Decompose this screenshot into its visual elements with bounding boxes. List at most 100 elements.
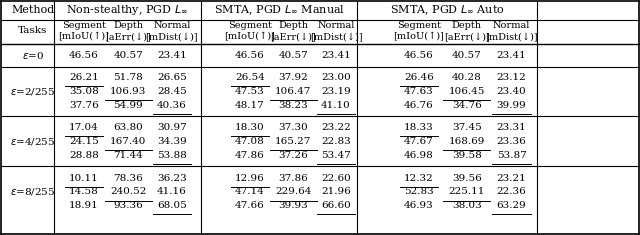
Text: 47.53: 47.53 [235,87,264,96]
Text: 26.46: 26.46 [404,73,434,82]
Text: 63.29: 63.29 [497,201,527,210]
Text: 22.83: 22.83 [321,137,351,146]
Text: 51.78: 51.78 [113,73,143,82]
Text: Depth
[aErr(↓)]: Depth [aErr(↓)] [444,21,490,41]
Text: 41.10: 41.10 [321,101,351,110]
Text: 23.22: 23.22 [321,123,351,132]
Text: 78.36: 78.36 [113,174,143,183]
Text: 23.36: 23.36 [497,137,527,146]
Text: 46.56: 46.56 [235,51,264,60]
Text: 12.96: 12.96 [235,174,264,183]
Text: $\epsilon$=0: $\epsilon$=0 [22,50,44,61]
Text: 41.16: 41.16 [157,187,187,196]
Text: 106.93: 106.93 [110,87,147,96]
Text: 22.36: 22.36 [497,187,527,196]
Text: $\epsilon$=8/255: $\epsilon$=8/255 [10,186,55,197]
Text: 40.57: 40.57 [452,51,482,60]
Text: $\epsilon$=2/255: $\epsilon$=2/255 [10,86,55,97]
Text: 47.67: 47.67 [404,137,434,146]
Text: Segment
[mIoU(↑)]: Segment [mIoU(↑)] [224,21,275,41]
Text: 47.86: 47.86 [235,151,264,160]
Text: 63.80: 63.80 [113,123,143,132]
Text: 53.47: 53.47 [321,151,351,160]
Text: 229.64: 229.64 [275,187,312,196]
Text: Depth
[aErr(↓)]: Depth [aErr(↓)] [106,21,151,41]
Text: 52.83: 52.83 [404,187,434,196]
Text: 38.23: 38.23 [278,101,308,110]
Text: 165.27: 165.27 [275,137,312,146]
Text: 34.76: 34.76 [452,101,482,110]
Text: 40.28: 40.28 [452,73,482,82]
Text: 18.30: 18.30 [235,123,264,132]
Text: 71.44: 71.44 [113,151,143,160]
Text: 26.54: 26.54 [235,73,264,82]
Text: 23.41: 23.41 [321,51,351,60]
Text: 36.23: 36.23 [157,174,187,183]
Text: Normal
[mDist(↓)]: Normal [mDist(↓)] [310,21,362,41]
Text: 39.99: 39.99 [497,101,527,110]
Text: 54.99: 54.99 [113,101,143,110]
Text: 47.66: 47.66 [235,201,264,210]
Text: 37.30: 37.30 [278,123,308,132]
Text: 21.96: 21.96 [321,187,351,196]
Text: Method: Method [11,5,54,15]
Text: 37.92: 37.92 [278,73,308,82]
Text: 46.56: 46.56 [404,51,434,60]
Text: 26.21: 26.21 [69,73,99,82]
Text: 18.33: 18.33 [404,123,434,132]
Text: SMTA, PGD $\mathit{L}_\infty$ Auto: SMTA, PGD $\mathit{L}_\infty$ Auto [390,4,505,17]
Text: 37.76: 37.76 [69,101,99,110]
Text: 23.00: 23.00 [321,73,351,82]
Text: SMTA, PGD $\mathit{L}_\infty$ Manual: SMTA, PGD $\mathit{L}_\infty$ Manual [214,4,346,17]
Text: 47.63: 47.63 [404,87,434,96]
Text: 30.97: 30.97 [157,123,187,132]
Text: Normal
[mDist(↓)]: Normal [mDist(↓)] [145,21,198,41]
Text: 167.40: 167.40 [110,137,147,146]
Text: 40.36: 40.36 [157,101,187,110]
Text: 39.93: 39.93 [278,201,308,210]
Text: 23.41: 23.41 [497,51,527,60]
Text: Segment
[mIoU(↑)]: Segment [mIoU(↑)] [394,21,444,41]
Text: 39.56: 39.56 [452,174,482,183]
Text: Tasks: Tasks [18,27,47,35]
Text: 48.17: 48.17 [235,101,264,110]
Text: 37.26: 37.26 [278,151,308,160]
Text: 46.56: 46.56 [69,51,99,60]
Text: $\epsilon$=4/255: $\epsilon$=4/255 [10,136,55,147]
Text: 68.05: 68.05 [157,201,187,210]
Text: 18.91: 18.91 [69,201,99,210]
Text: 53.88: 53.88 [157,151,187,160]
Text: 34.39: 34.39 [157,137,187,146]
Text: 23.31: 23.31 [497,123,527,132]
Text: 225.11: 225.11 [449,187,485,196]
Text: 12.32: 12.32 [404,174,434,183]
Text: 47.14: 47.14 [235,187,264,196]
Text: 17.04: 17.04 [69,123,99,132]
Text: 39.58: 39.58 [452,151,482,160]
Text: Segment
[mIoU(↑)]: Segment [mIoU(↑)] [58,21,109,41]
Text: 106.47: 106.47 [275,87,312,96]
Text: 37.45: 37.45 [452,123,482,132]
Text: 106.45: 106.45 [449,87,485,96]
Text: 46.93: 46.93 [404,201,434,210]
Text: 23.12: 23.12 [497,73,527,82]
Text: 46.76: 46.76 [404,101,434,110]
Text: Normal
[mDist(↓)]: Normal [mDist(↓)] [485,21,538,41]
Text: 66.60: 66.60 [321,201,351,210]
Text: 168.69: 168.69 [449,137,485,146]
Text: 47.08: 47.08 [235,137,264,146]
Text: 53.87: 53.87 [497,151,527,160]
Text: 23.19: 23.19 [321,87,351,96]
Text: Depth
[aErr(↓)]: Depth [aErr(↓)] [270,21,316,41]
Text: 93.36: 93.36 [113,201,143,210]
Text: 22.60: 22.60 [321,174,351,183]
Text: 23.41: 23.41 [157,51,187,60]
Text: 240.52: 240.52 [110,187,147,196]
Text: 14.58: 14.58 [69,187,99,196]
Text: 38.03: 38.03 [452,201,482,210]
Text: 37.86: 37.86 [278,174,308,183]
Text: 26.65: 26.65 [157,73,187,82]
Text: 10.11: 10.11 [69,174,99,183]
Text: 35.08: 35.08 [69,87,99,96]
Text: 23.40: 23.40 [497,87,527,96]
